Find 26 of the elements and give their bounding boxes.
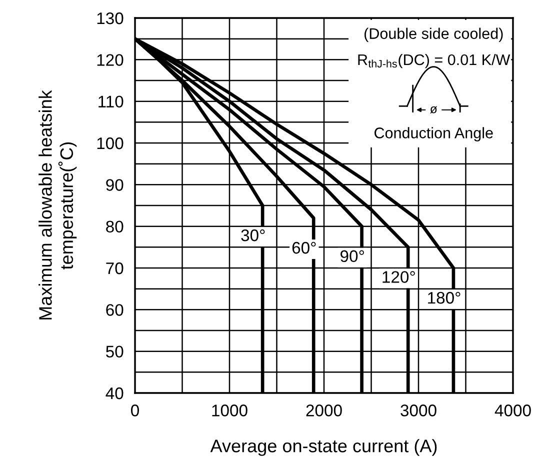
x-tick-label: 2000 [306,404,342,416]
annotation: R$_{thJ-hs}$(DC) = 0.01 K/W [358,54,510,68]
series-label: 90° [340,250,364,262]
annotation: Conduction Angle [374,127,493,142]
series-label: 60° [292,242,316,254]
y-tick-label: 80 [106,220,124,233]
x-tick-label: 0 [131,404,139,416]
x-axis-title: Average on-state current (A) [210,439,437,456]
y-tick-label: 60 [106,304,124,316]
y-tick-label: 120 [97,54,124,66]
series-label: 30° [241,229,265,242]
y-tick-label: 90 [106,179,124,191]
series-label: 120° [382,271,415,283]
annotation: ø [430,106,438,114]
y-tick-label: 110 [98,96,124,108]
y-tick-label: 70 [106,262,124,274]
y-tick-label: 40 [106,387,124,400]
series-label: 180° [428,292,460,304]
y-tick-label: 130 [97,12,124,24]
x-tick-label: 4000 [494,404,531,416]
y-tick-label: 100 [97,137,124,150]
x-tick-label: 3000 [400,404,436,416]
y-axis-title: Maximum allowable heatsink temperature(˚C) [38,90,77,320]
y-tick-label: 50 [106,346,124,358]
x-tick-label: 1000 [212,404,248,416]
annotation: (Double side cooled) [364,28,503,42]
